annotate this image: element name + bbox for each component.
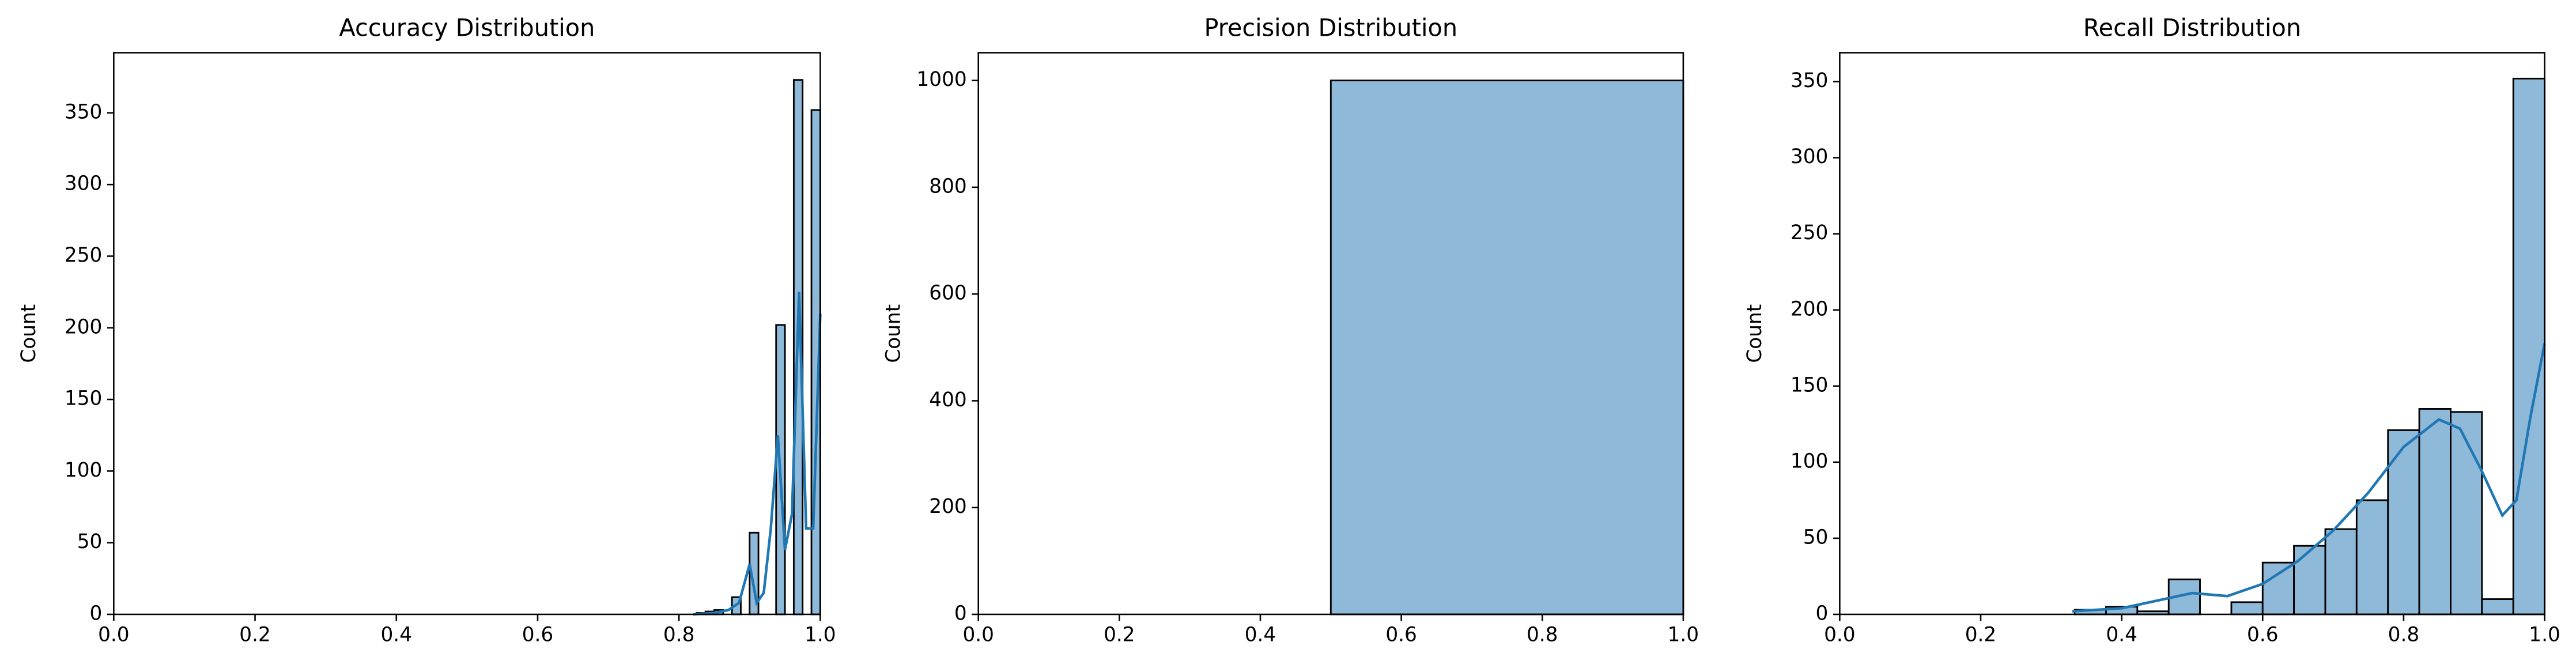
y-tick-label: 150 <box>65 387 102 410</box>
x-tick-label: 0.4 <box>1245 624 1276 647</box>
bar <box>2481 598 2514 616</box>
x-tick-label: 0.2 <box>1104 624 1135 647</box>
x-tick-label: 0.6 <box>522 624 554 647</box>
x-tick-label: 0.2 <box>239 624 271 647</box>
y-tick-label: 350 <box>1791 69 1828 92</box>
y-tick-label: 1000 <box>916 68 966 91</box>
x-tick-label: 0.6 <box>1385 624 1417 647</box>
y-tick-label: 200 <box>1791 297 1828 320</box>
bar <box>2167 578 2201 616</box>
y-tick-label: 0 <box>90 602 103 625</box>
x-tick-label: 0.4 <box>380 624 412 647</box>
y-tick-label: 400 <box>929 388 966 411</box>
x-tick-label: 0.0 <box>1824 624 1856 647</box>
y-tick-label: 250 <box>65 244 102 267</box>
y-tick-label: 150 <box>1791 373 1828 397</box>
subplot: 0.0 0.2 0.4 0.6 0.8 1.0 0 200 400 600 800 1000 Preci… <box>882 14 1699 646</box>
kde-line <box>2072 343 2546 613</box>
y-tick-label: 300 <box>1791 145 1828 168</box>
x-tick-label: 1.0 <box>804 624 836 647</box>
bar <box>2387 429 2420 616</box>
bar <box>2512 77 2545 616</box>
plot-frame <box>977 52 1684 616</box>
subplot: 0.0 0.2 0.4 0.6 0.8 1.0 0 50 100 150 200 250 300 350 A… <box>17 14 836 646</box>
x-tick-label: 0.2 <box>1965 624 1997 647</box>
x-tick-label: 0.8 <box>663 624 695 647</box>
subplot: 0.0 0.2 0.4 0.6 0.8 1.0 0 50 100 150 200 250 300 350 R… <box>1743 14 2560 646</box>
y-axis-label: Count <box>1743 304 1766 363</box>
x-tick-label: 0.4 <box>2106 624 2137 647</box>
y-tick-label: 300 <box>65 172 102 195</box>
bar <box>2355 499 2389 616</box>
y-tick-label: 250 <box>1791 221 1828 244</box>
kde-line <box>693 292 822 616</box>
x-tick-label: 1.0 <box>2529 624 2560 647</box>
x-tick-label: 0.0 <box>962 624 994 647</box>
chart-title: Recall Distribution <box>2083 14 2301 41</box>
chart-title: Precision Distribution <box>1204 14 1457 41</box>
x-tick-label: 0.8 <box>2388 624 2420 647</box>
y-tick-label: 800 <box>929 175 966 198</box>
y-tick-label: 100 <box>1791 450 1828 473</box>
bar <box>1329 80 1684 616</box>
x-tick-label: 0.8 <box>1527 624 1558 647</box>
y-tick-label: 600 <box>929 282 966 305</box>
y-axis-label: Count <box>882 304 905 363</box>
y-tick-label: 350 <box>65 100 102 123</box>
x-tick-label: 1.0 <box>1668 624 1699 647</box>
plot-frame <box>1839 52 2545 616</box>
bar <box>2324 528 2358 616</box>
y-tick-label: 200 <box>65 315 102 338</box>
bar <box>2261 561 2295 616</box>
bar <box>2293 545 2326 616</box>
y-axis-label: Count <box>17 304 40 363</box>
y-tick-label: 200 <box>929 495 966 518</box>
y-tick-label: 50 <box>1803 526 1829 549</box>
x-tick-label: 0.0 <box>98 624 130 647</box>
plot-frame <box>113 52 821 616</box>
y-tick-label: 0 <box>1816 602 1829 625</box>
y-tick-label: 50 <box>77 530 103 553</box>
y-tick-label: 100 <box>65 459 102 482</box>
x-tick-label: 0.6 <box>2247 624 2279 647</box>
chart-title: Accuracy Distribution <box>339 14 595 41</box>
bar <box>2230 601 2264 616</box>
bar <box>2418 408 2452 616</box>
y-tick-label: 0 <box>954 602 967 625</box>
